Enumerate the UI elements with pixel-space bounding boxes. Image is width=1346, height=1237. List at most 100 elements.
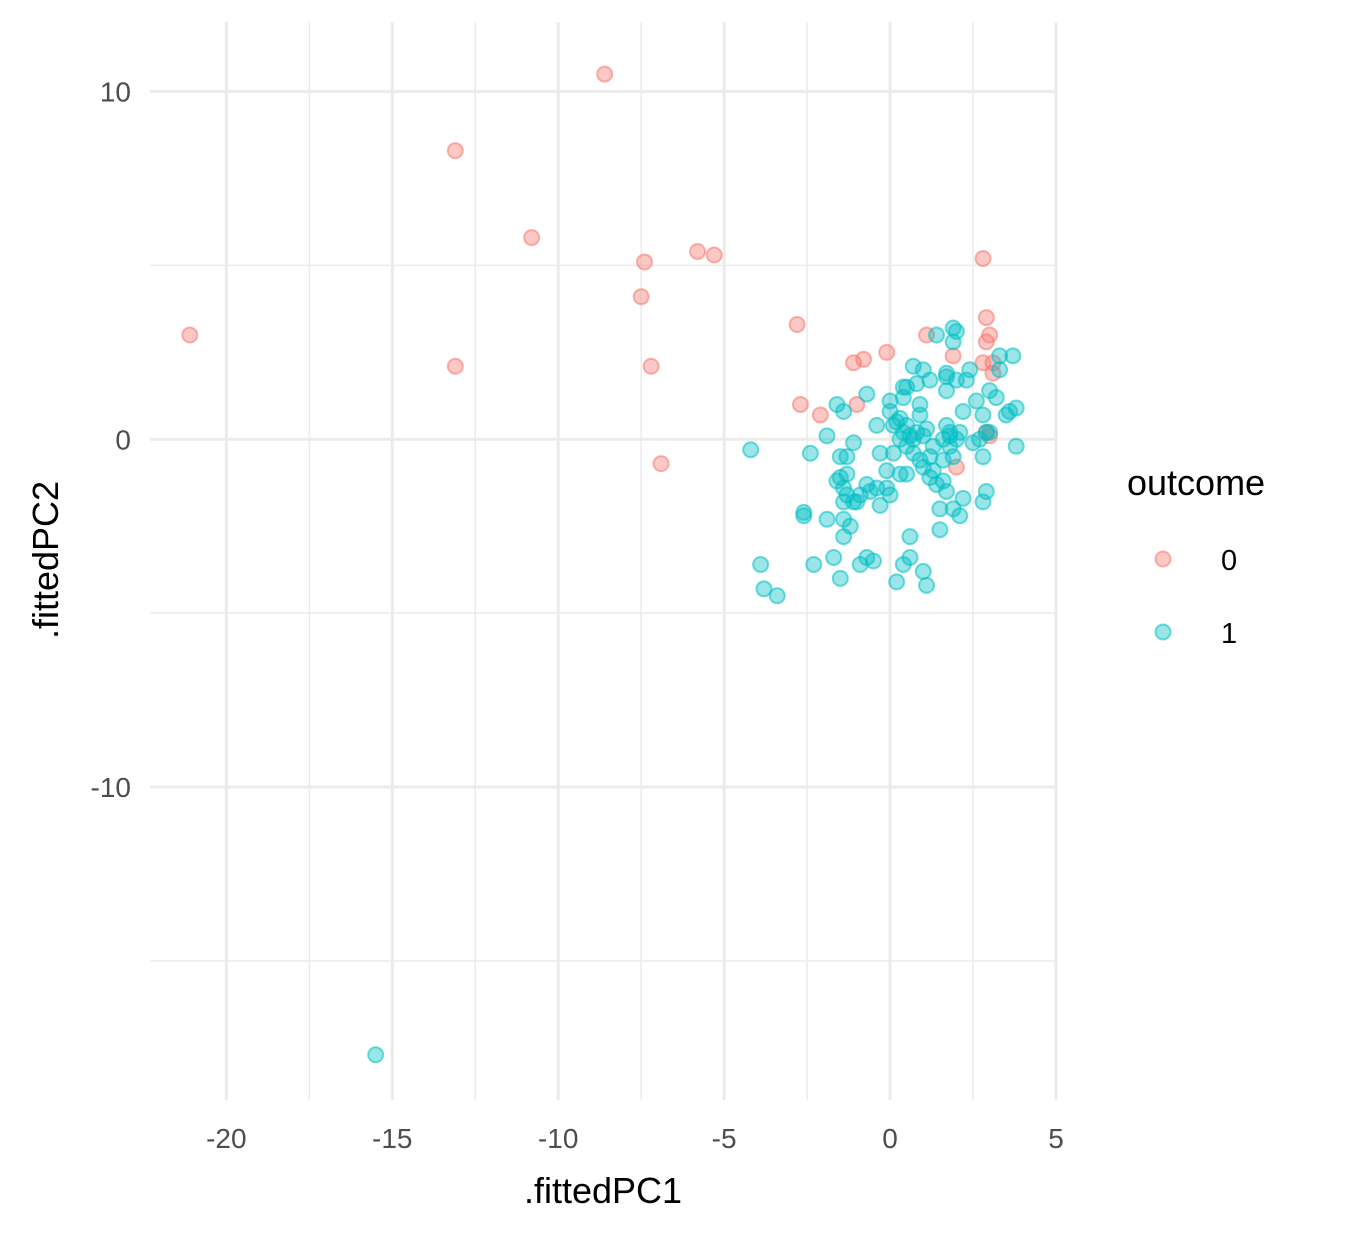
point-outcome-1	[818, 427, 836, 445]
point-outcome-0	[446, 357, 464, 375]
point-outcome-1	[841, 517, 859, 535]
legend-label-1: 1	[1221, 618, 1237, 650]
point-outcome-0	[632, 288, 650, 306]
point-outcome-1	[937, 482, 955, 500]
point-outcome-0	[181, 326, 199, 344]
point-outcome-0	[689, 243, 707, 261]
point-outcome-0	[811, 406, 829, 424]
point-outcome-1	[981, 423, 999, 441]
legend-marker-0	[1154, 550, 1172, 568]
point-outcome-1	[871, 444, 889, 462]
legend-title: outcome	[1127, 462, 1265, 503]
y-axis-title: .fittedPC2	[25, 481, 66, 639]
y-tick-label: 0	[115, 424, 131, 455]
point-outcome-1	[901, 528, 919, 546]
point-outcome-0	[974, 249, 992, 267]
point-outcome-1	[911, 406, 929, 424]
point-outcome-0	[791, 396, 809, 414]
point-outcome-1	[805, 555, 823, 573]
point-outcome-0	[642, 357, 660, 375]
point-outcome-1	[898, 378, 916, 396]
x-tick-label: 0	[882, 1123, 898, 1154]
point-outcome-1	[991, 347, 1009, 365]
point-outcome-1	[1004, 347, 1022, 365]
point-outcome-1	[921, 371, 939, 389]
major-grid	[150, 22, 1058, 1100]
point-outcome-1	[931, 521, 949, 539]
point-outcome-0	[788, 316, 806, 334]
x-tick-label: 5	[1048, 1123, 1064, 1154]
point-outcome-1	[801, 444, 819, 462]
point-outcome-1	[954, 489, 972, 507]
point-outcome-1	[991, 361, 1009, 379]
point-outcome-1	[831, 569, 849, 587]
point-outcome-1	[901, 549, 919, 567]
point-outcome-0	[845, 354, 863, 372]
point-outcome-1	[858, 385, 876, 403]
point-outcome-1	[954, 402, 972, 420]
x-tick-label: -20	[206, 1123, 246, 1154]
point-outcome-1	[755, 580, 773, 598]
minor-grid	[150, 22, 1056, 1100]
point-outcome-1	[818, 510, 836, 528]
point-outcome-1	[987, 389, 1005, 407]
point-outcome-1	[937, 382, 955, 400]
point-outcome-1	[795, 503, 813, 521]
point-outcome-1	[937, 368, 955, 386]
point-outcome-1	[898, 465, 916, 483]
point-outcome-1	[1007, 399, 1025, 417]
point-outcome-0	[944, 347, 962, 365]
point-outcome-1	[838, 465, 856, 483]
point-outcome-1	[944, 448, 962, 466]
point-outcome-1	[928, 326, 946, 344]
point-outcome-1	[871, 496, 889, 514]
data-points	[181, 65, 1025, 1064]
point-outcome-1	[752, 555, 770, 573]
point-outcome-1	[931, 500, 949, 518]
point-outcome-0	[855, 350, 873, 368]
x-tick-label: -5	[712, 1123, 737, 1154]
legend-label-0: 0	[1221, 545, 1237, 577]
point-outcome-1	[768, 587, 786, 605]
point-outcome-1	[845, 434, 863, 452]
point-outcome-1	[1007, 437, 1025, 455]
point-outcome-1	[884, 444, 902, 462]
point-outcome-1	[918, 420, 936, 438]
y-axis-ticks: -10 0 10	[91, 77, 131, 803]
point-outcome-1	[864, 552, 882, 570]
x-tick-label: -10	[538, 1123, 578, 1154]
point-outcome-0	[596, 65, 614, 83]
point-outcome-1	[881, 486, 899, 504]
point-outcome-0	[848, 396, 866, 414]
point-outcome-0	[652, 455, 670, 473]
legend-marker-1	[1154, 623, 1172, 641]
point-outcome-1	[918, 576, 936, 594]
point-outcome-0	[635, 253, 653, 271]
point-outcome-0	[446, 142, 464, 160]
point-outcome-0	[977, 309, 995, 327]
y-tick-label: -10	[91, 772, 131, 803]
point-outcome-0	[705, 246, 723, 264]
point-outcome-1	[367, 1046, 385, 1064]
point-outcome-0	[977, 333, 995, 351]
point-outcome-1	[974, 493, 992, 511]
point-outcome-1	[825, 549, 843, 567]
point-outcome-1	[835, 402, 853, 420]
x-axis-ticks: -20 -15 -10 -5 0 5	[206, 1123, 1064, 1154]
y-tick-label: 10	[100, 77, 131, 108]
point-outcome-1	[974, 406, 992, 424]
x-axis-title: .fittedPC1	[524, 1170, 682, 1211]
point-outcome-0	[878, 343, 896, 361]
legend: outcome 0 1	[1127, 462, 1265, 650]
point-outcome-1	[934, 451, 952, 469]
point-outcome-0	[523, 229, 541, 247]
point-outcome-1	[951, 423, 969, 441]
x-tick-label: -15	[372, 1123, 412, 1154]
point-outcome-1	[914, 562, 932, 580]
point-outcome-1	[868, 416, 886, 434]
point-outcome-1	[947, 322, 965, 340]
point-outcome-1	[888, 573, 906, 591]
point-outcome-1	[967, 392, 985, 410]
point-outcome-1	[742, 441, 760, 459]
